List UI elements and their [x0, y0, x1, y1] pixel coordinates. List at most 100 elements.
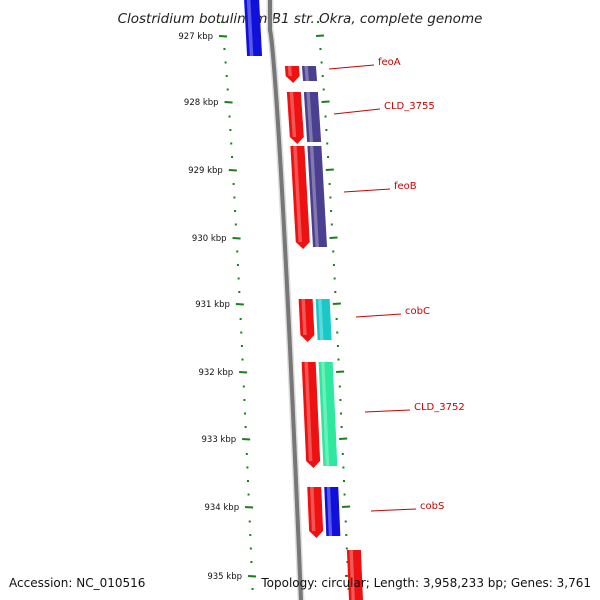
- major-tick-outer: [342, 505, 351, 508]
- leader-line: [364, 409, 411, 413]
- minor-tick-inner: [221, 21, 223, 23]
- tick-label: 930 kbp: [192, 234, 227, 244]
- cds-feature-CLD_3755-body: [303, 92, 322, 142]
- minor-tick-outer: [324, 115, 327, 118]
- minor-tick-inner: [239, 318, 242, 320]
- cds-feature-feoB-shine: [309, 146, 319, 247]
- minor-tick-inner: [244, 412, 247, 415]
- major-tick-inner: [218, 35, 228, 38]
- minor-tick-inner: [238, 291, 241, 293]
- minor-tick-outer: [322, 88, 325, 91]
- cds-forward-3-body: [290, 146, 310, 249]
- gene-label-CLD_3752: CLD_3752: [414, 402, 465, 413]
- minor-tick-outer: [342, 480, 345, 482]
- gene-label-cobS: cobS: [420, 501, 444, 512]
- minor-tick-inner: [225, 75, 228, 77]
- cds-feature-cobC-body: [315, 299, 332, 340]
- cds-feature-CLD_3755: [303, 92, 322, 142]
- major-tick-outer: [336, 370, 345, 373]
- minor-tick-inner: [249, 534, 252, 536]
- cds-forward-5-body: [301, 362, 321, 468]
- minor-tick-inner: [245, 453, 248, 455]
- cds-partial-bottom-shine: [349, 550, 355, 600]
- cds-feature-feoA-body: [301, 66, 318, 81]
- major-tick-inner: [232, 237, 241, 240]
- cds-feature-feoA: [301, 66, 318, 81]
- major-tick-inner: [228, 169, 237, 172]
- leader-line: [328, 64, 375, 70]
- cds-forward-2-body: [286, 92, 304, 144]
- minor-tick-inner: [229, 129, 232, 131]
- minor-tick-inner: [251, 588, 254, 590]
- major-tick-outer: [329, 236, 338, 239]
- tick-label: 934 kbp: [204, 503, 239, 513]
- leader-line: [355, 313, 402, 318]
- cds-feature-cobS-body: [324, 487, 341, 536]
- major-tick-inner: [224, 101, 233, 104]
- minor-tick-outer: [328, 183, 331, 185]
- cds-feature-cobC: [315, 299, 332, 340]
- cds-group: [244, 0, 363, 600]
- minor-tick-outer: [340, 412, 343, 415]
- cds-forward-1: [284, 66, 300, 83]
- cds-partial-bottom: [346, 550, 363, 600]
- minor-tick-inner: [224, 61, 227, 64]
- minor-tick-outer: [330, 210, 333, 212]
- minor-tick-outer: [338, 385, 341, 388]
- cds-forward-2-shine: [289, 92, 297, 137]
- cds-forward-4-body: [298, 299, 315, 342]
- cds-feature-CLD_3755-shine: [306, 92, 314, 142]
- cds-forward-6-shine: [310, 487, 316, 531]
- minor-tick-inner: [234, 210, 237, 212]
- tick-label: 931 kbp: [195, 300, 230, 310]
- minor-tick-outer: [340, 426, 343, 428]
- minor-tick-outer: [335, 318, 338, 320]
- minor-tick-outer: [326, 142, 329, 145]
- minor-tick-inner: [234, 223, 237, 226]
- cds-partial-bottom-body: [346, 550, 363, 600]
- cds-feature-cobC-shine: [318, 299, 324, 340]
- minor-tick-inner: [230, 142, 233, 145]
- minor-tick-outer: [327, 156, 330, 158]
- cds-forward-1-shine: [287, 66, 292, 76]
- cds-forward-3: [290, 146, 310, 249]
- minor-tick-inner: [248, 520, 251, 523]
- backbone-line: [268, 0, 303, 600]
- minor-tick-outer: [334, 291, 337, 293]
- cds-forward-6-body: [307, 487, 324, 538]
- tick-label: 935 kbp: [207, 572, 242, 582]
- cds-partial-top-body: [244, 0, 263, 56]
- minor-tick-outer: [332, 250, 335, 253]
- leader-line: [333, 108, 381, 115]
- gene-label-feoA: feoA: [378, 57, 401, 68]
- minor-tick-outer: [319, 48, 322, 50]
- major-tick-inner: [245, 506, 254, 509]
- tick-label: 928 kbp: [184, 98, 219, 108]
- cds-feature-CLD_3752-body: [318, 362, 338, 466]
- major-tick-outer: [315, 34, 325, 37]
- cds-feature-CLD_3752-shine: [321, 362, 330, 466]
- minor-tick-outer: [337, 358, 340, 361]
- minor-tick-inner: [250, 561, 253, 563]
- minor-tick-inner: [237, 277, 240, 280]
- minor-tick-inner: [232, 183, 235, 185]
- minor-tick-inner: [246, 466, 249, 469]
- minor-tick-inner: [223, 48, 226, 50]
- minor-tick-inner: [241, 358, 244, 361]
- major-tick-outer: [321, 100, 330, 103]
- minor-tick-inner: [246, 480, 249, 482]
- minor-tick-outer: [345, 534, 348, 536]
- minor-tick-inner: [240, 345, 243, 347]
- genome-backbone: [266, 0, 305, 600]
- major-tick-inner: [239, 371, 248, 374]
- map-title: Clostridium botulinum B1 str. Okra, comp…: [118, 11, 483, 27]
- cds-forward-4: [298, 299, 315, 342]
- cds-partial-top: [244, 0, 263, 56]
- minor-tick-outer: [325, 129, 328, 131]
- minor-tick-outer: [333, 277, 336, 280]
- cds-feature-feoB-body: [307, 146, 328, 247]
- minor-tick-inner: [247, 493, 250, 496]
- major-tick-inner: [242, 438, 251, 441]
- accession-text: Accession: NC_010516: [9, 576, 146, 590]
